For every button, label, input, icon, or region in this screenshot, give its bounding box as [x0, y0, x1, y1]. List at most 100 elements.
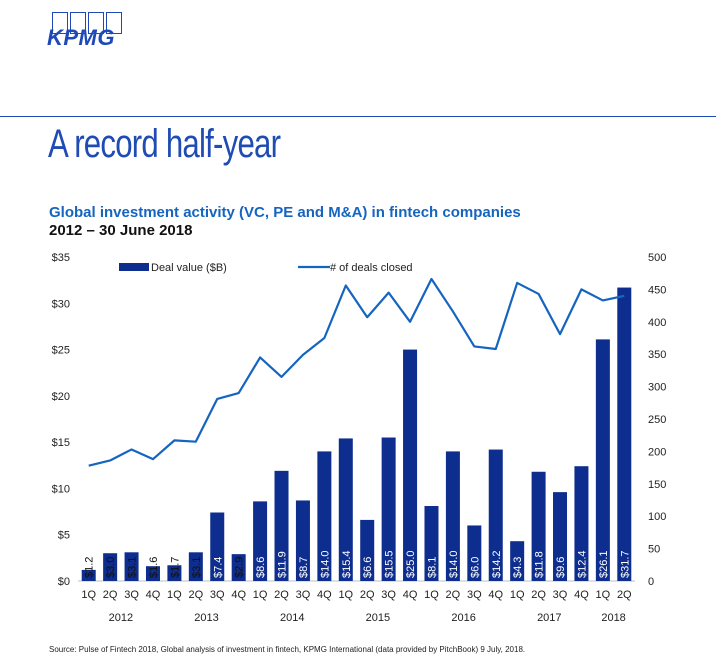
bar — [274, 470, 289, 581]
bar — [103, 553, 118, 581]
x-year-label: 2017 — [537, 612, 561, 624]
bar-data-label: $14.0 — [319, 550, 331, 578]
x-tick-label: 1Q — [253, 589, 268, 601]
bar — [403, 349, 418, 581]
bar-data-label: $8.1 — [426, 557, 438, 578]
y-left-tick-label: $15 — [52, 437, 70, 449]
bar-data-label: $1.2 — [84, 557, 96, 578]
bar-data-label: $7.4 — [212, 557, 224, 578]
kpmg-logo-boxes — [52, 12, 124, 34]
bar — [145, 566, 160, 581]
y-right-tick-label: 0 — [648, 576, 654, 588]
y-left-tick-label: $10 — [52, 483, 70, 495]
bar — [510, 541, 525, 581]
chart-subtitle: 2012 – 30 June 2018 — [49, 222, 193, 239]
bar-data-label: $11.9 — [277, 551, 289, 578]
y-right-tick-label: 300 — [648, 382, 666, 394]
bar-data-label: $8.7 — [298, 557, 310, 578]
bar-data-label: $6.6 — [362, 557, 374, 578]
x-year-label: 2012 — [109, 612, 133, 624]
x-tick-label: 4Q — [231, 589, 246, 601]
x-tick-label: 4Q — [146, 589, 161, 601]
bar-data-label: $4.3 — [512, 557, 524, 578]
bar — [231, 554, 246, 581]
bar — [617, 287, 632, 581]
bar — [295, 500, 310, 581]
bar-data-label: $8.6 — [255, 557, 267, 578]
source-note: Source: Pulse of Fintech 2018, Global an… — [49, 645, 526, 654]
x-tick-label: 1Q — [510, 589, 525, 601]
bar — [360, 519, 375, 581]
x-tick-label: 4Q — [317, 589, 332, 601]
bar-data-label: $11.8 — [534, 551, 546, 578]
x-tick-label: 3Q — [381, 589, 396, 601]
y-right-tick-label: 400 — [648, 317, 666, 329]
x-tick-label: 2Q — [617, 589, 632, 601]
x-tick-label: 3Q — [467, 589, 482, 601]
y-right-tick-label: 500 — [648, 252, 666, 264]
y-left-tick-label: $20 — [52, 391, 70, 403]
bar-data-label: $9.6 — [555, 557, 567, 578]
bar-data-label: $1.6 — [148, 557, 160, 578]
bar — [531, 471, 546, 581]
bar — [317, 451, 332, 581]
bar — [381, 437, 396, 581]
x-tick-label: 3Q — [296, 589, 311, 601]
x-year-label: 2018 — [601, 612, 625, 624]
x-tick-label: 4Q — [488, 589, 503, 601]
y-left-tick-label: $35 — [52, 252, 70, 264]
bar-data-label: $6.0 — [469, 557, 481, 578]
bar — [467, 525, 482, 581]
bar-data-label: $14.2 — [491, 550, 503, 578]
bar-data-label: $15.4 — [341, 550, 353, 578]
y-right-tick-label: 200 — [648, 446, 666, 458]
bar — [167, 565, 182, 581]
x-tick-label: 1Q — [596, 589, 611, 601]
x-tick-label: 2Q — [446, 589, 461, 601]
x-tick-label: 3Q — [210, 589, 225, 601]
bar-data-label: $3.0 — [105, 557, 117, 578]
bar — [488, 449, 503, 581]
x-tick-label: 1Q — [424, 589, 439, 601]
y-right-tick-label: 450 — [648, 284, 666, 296]
bar — [210, 512, 225, 581]
bar — [424, 506, 439, 581]
bar-data-label: $3.1 — [191, 557, 203, 578]
x-tick-label: 4Q — [403, 589, 418, 601]
y-left-tick-label: $25 — [52, 345, 70, 357]
x-tick-label: 2Q — [188, 589, 203, 601]
x-tick-label: 1Q — [338, 589, 353, 601]
bar-data-label: $1.7 — [169, 557, 181, 578]
x-tick-label: 1Q — [81, 589, 96, 601]
x-tick-label: 3Q — [553, 589, 568, 601]
bar-data-label: $15.5 — [384, 550, 396, 578]
x-tick-label: 1Q — [167, 589, 182, 601]
x-tick-label: 3Q — [124, 589, 139, 601]
y-left-tick-label: $5 — [58, 530, 70, 542]
bar-data-label: $3.1 — [127, 557, 139, 578]
bar — [574, 466, 589, 581]
bar-data-label: $26.1 — [598, 550, 610, 578]
y-right-tick-label: 350 — [648, 349, 666, 361]
bar-data-label: $25.0 — [405, 550, 417, 578]
bar — [188, 552, 203, 581]
y-right-tick-label: 250 — [648, 414, 666, 426]
x-tick-label: 4Q — [574, 589, 589, 601]
x-tick-label: 2Q — [531, 589, 546, 601]
bar — [253, 501, 268, 581]
x-tick-label: 2Q — [360, 589, 375, 601]
bar — [553, 492, 568, 581]
x-year-label: 2014 — [280, 612, 304, 624]
y-right-tick-label: 50 — [648, 544, 660, 556]
x-year-label: 2015 — [366, 612, 390, 624]
legend-line-label: # of deals closed — [330, 262, 413, 274]
y-right-tick-label: 100 — [648, 511, 666, 523]
legend-bar-label: Deal value ($B) — [151, 262, 227, 274]
x-year-label: 2016 — [451, 612, 475, 624]
x-tick-label: 2Q — [274, 589, 289, 601]
chart-title: Global investment activity (VC, PE and M… — [49, 204, 521, 221]
x-tick-label: 2Q — [103, 589, 118, 601]
y-left-tick-label: $30 — [52, 298, 70, 310]
page-title: A record half-year — [48, 122, 281, 166]
